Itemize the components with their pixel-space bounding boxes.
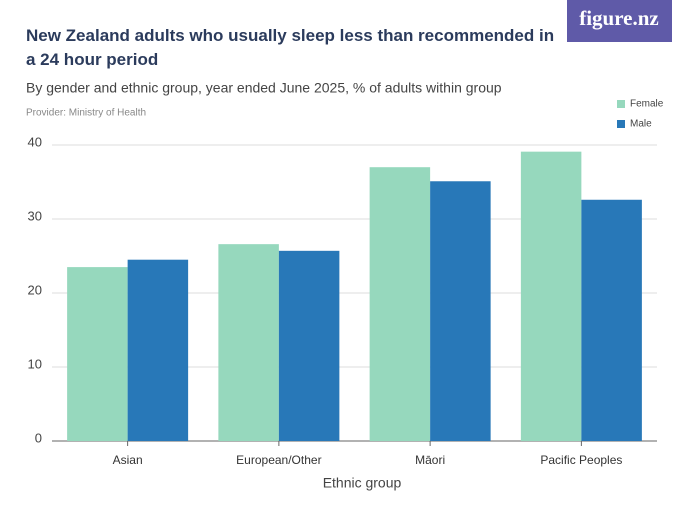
bar (278, 250, 340, 441)
legend-swatch (617, 120, 625, 128)
y-tick-label: 10 (28, 356, 42, 371)
x-tick-label: Asian (113, 453, 143, 467)
x-tick-label: European/Other (236, 453, 321, 467)
bar (369, 167, 431, 441)
logo-box (567, 0, 672, 42)
x-tick-label: Pacific Peoples (540, 453, 622, 467)
x-tick-label: Māori (415, 453, 445, 467)
y-tick-label: 0 (35, 430, 42, 445)
bar (581, 199, 642, 441)
bar (67, 267, 128, 441)
legend-label: Male (630, 119, 652, 130)
bar (520, 151, 582, 441)
y-tick-label: 20 (28, 282, 42, 297)
bar (430, 181, 491, 441)
provider: Provider: Ministry of Health (26, 108, 146, 119)
chart-subtitle: By gender and ethnic group, year ended J… (26, 80, 502, 96)
x-axis-label: Ethnic group (323, 475, 402, 491)
y-tick-label: 40 (28, 134, 42, 149)
legend-swatch (617, 100, 625, 108)
logo: figure.nz (579, 6, 659, 30)
y-tick-label: 30 (28, 208, 42, 223)
legend-label: Female (630, 99, 664, 110)
chart-title: New Zealand adults who usually sleep les… (26, 26, 554, 69)
bar (218, 244, 279, 441)
bar (127, 259, 189, 441)
